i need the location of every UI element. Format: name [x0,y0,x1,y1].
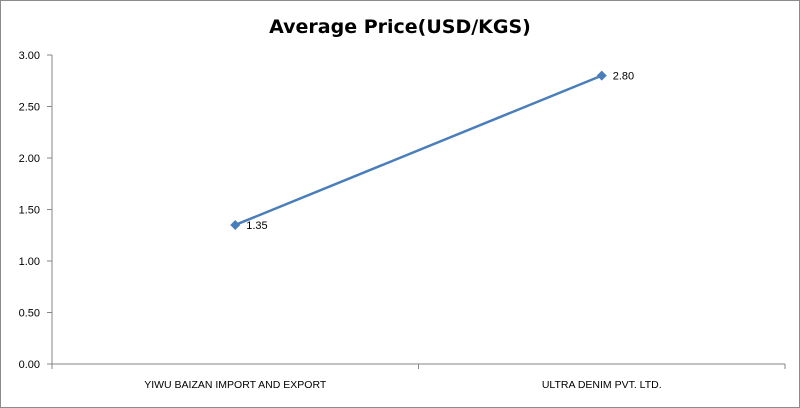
x-category-label: YIWU BAIZAN IMPORT AND EXPORT [144,379,327,391]
y-tick-label: 2.50 [19,102,40,114]
data-point-marker [596,70,607,81]
series-line [234,74,603,227]
y-tick-label: 1.00 [19,256,40,268]
y-tick-label: 0.50 [19,308,40,320]
y-ticks: 0.00 0.50 1.00 1.50 2.00 2.50 3.00 [19,50,52,371]
x-category-label: ULTRA DENIM PVT. LTD. [542,379,662,391]
data-label: 2.80 [613,71,634,83]
y-tick-label: 2.00 [19,153,40,165]
data-point-marker [230,219,241,230]
data-label: 1.35 [246,220,267,232]
y-tick-label: 0.00 [19,359,40,371]
y-tick-label: 1.50 [19,205,40,217]
y-tick-label: 3.00 [19,50,40,62]
x-categories: YIWU BAIZAN IMPORT AND EXPORT ULTRA DENIM… [51,364,786,391]
series-group: 1.35 2.80 [230,70,634,232]
chart-title: Average Price(USD/KGS) [269,16,531,38]
